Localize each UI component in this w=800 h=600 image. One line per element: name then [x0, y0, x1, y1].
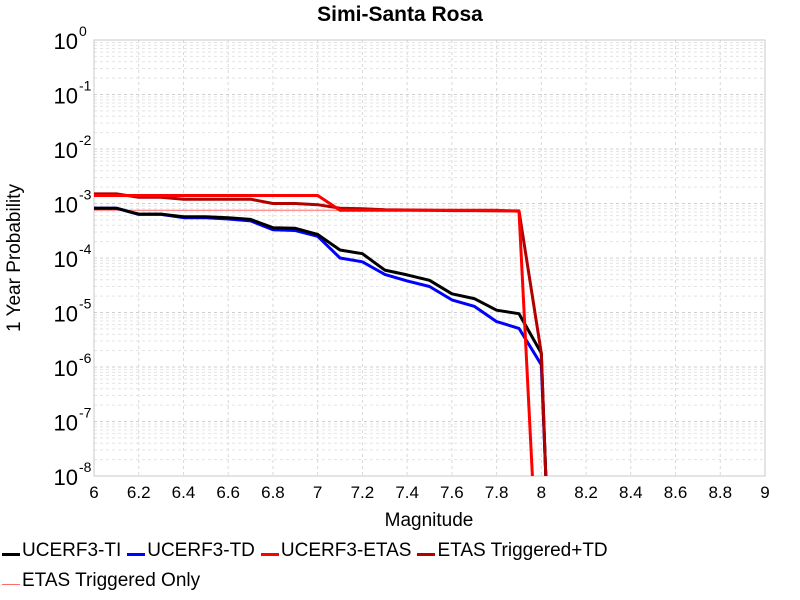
- y-tick-label: 10 -2: [54, 132, 92, 163]
- legend-swatch: [2, 552, 20, 556]
- y-tick-exponent: -2: [79, 132, 92, 148]
- chart-title: Simi-Santa Rosa: [317, 3, 483, 26]
- y-axis-label: 1 Year Probability: [4, 184, 25, 332]
- plot-area-border: [93, 39, 766, 477]
- series-line-ucerf3-td: [94, 206, 548, 477]
- x-tick-label: 6.8: [261, 483, 285, 502]
- x-tick-label: 7.4: [395, 483, 419, 502]
- y-tick-base: 10: [54, 411, 78, 436]
- x-axis-label: Magnitude: [385, 510, 474, 531]
- x-tick-label: 6.2: [127, 483, 151, 502]
- legend-swatch: [260, 552, 279, 556]
- y-tick-exponent: -5: [79, 296, 92, 312]
- y-tick-label: 10 -8: [54, 459, 92, 490]
- legend-label: UCERF3-TD: [147, 540, 255, 561]
- x-tick-label: 8.4: [619, 483, 643, 502]
- x-tick-label: 7.2: [351, 483, 375, 502]
- y-tick-label: 10 -7: [54, 405, 92, 436]
- legend-label: ETAS Triggered Only: [22, 570, 201, 591]
- legend-label: ETAS Triggered+TD: [437, 540, 608, 561]
- y-tick-base: 10: [54, 84, 78, 109]
- x-tick-label: 7.8: [485, 483, 509, 502]
- x-tick-label: 8.6: [664, 483, 688, 502]
- y-tick-label: 10 -1: [54, 78, 92, 109]
- y-tick-label: 10 -3: [54, 187, 92, 218]
- y-tick-base: 10: [54, 465, 78, 490]
- legend-item: UCERF3-TI: [0, 540, 121, 562]
- x-tick-label: 9: [760, 483, 769, 502]
- legend-label: UCERF3-ETAS: [280, 540, 412, 561]
- series-line-ucerf3-ti: [94, 206, 548, 477]
- y-tick-exponent: -3: [79, 187, 92, 203]
- y-tick-base: 10: [54, 356, 78, 381]
- x-tick-label: 7: [313, 483, 322, 502]
- x-tick-label: 8: [537, 483, 546, 502]
- y-tick-exponent: -1: [79, 78, 92, 94]
- y-tick-label: 10 -5: [54, 296, 92, 327]
- series-line-ucerf3-etas: [94, 194, 534, 477]
- y-tick-label: 10 -6: [54, 350, 92, 381]
- legend-swatch: [2, 583, 20, 585]
- y-tick-exponent: -8: [79, 459, 92, 475]
- legend-row: ETAS Triggered Only: [0, 566, 800, 596]
- legend-item: ETAS Triggered Only: [0, 570, 200, 592]
- x-tick-label: 8.8: [708, 483, 732, 502]
- y-tick-exponent: 0: [79, 23, 87, 39]
- y-tick-base: 10: [54, 193, 78, 218]
- x-tick-label: 6.4: [172, 483, 196, 502]
- legend-item: UCERF3-ETAS: [259, 540, 412, 562]
- x-axis-ticks: 6 6.2 6.4 6.6 6.8 7 7.2 7.4 7.6 7.8 8 8.2 8.4 8.6 8.8 9: [89, 483, 769, 502]
- y-tick-exponent: -7: [79, 405, 92, 421]
- chart: Simi-Santa Rosa 6 6.2 6.4 6.6 6.8 7 7.2 7.4 7.6 7…: [4, 3, 770, 531]
- legend-item: UCERF3-TD: [125, 540, 255, 562]
- legend-item: ETAS Triggered+TD: [415, 540, 608, 562]
- y-tick-label: 10 0: [54, 23, 87, 54]
- series-layer: [94, 192, 548, 477]
- y-tick-base: 10: [54, 302, 78, 327]
- y-tick-exponent: -4: [79, 241, 92, 257]
- y-tick-label: 10 -4: [54, 241, 92, 272]
- x-tick-label: 6: [89, 483, 98, 502]
- legend-row: UCERF3-TI UCERF3-TD UCERF3-ETAS ETAS Trigge…: [0, 536, 800, 566]
- x-tick-label: 6.6: [216, 483, 240, 502]
- legend-label: UCERF3-TI: [22, 540, 122, 561]
- x-tick-label: 8.2: [574, 483, 598, 502]
- x-tick-label: 7.6: [440, 483, 464, 502]
- y-tick-exponent: -6: [79, 350, 92, 366]
- legend-swatch: [417, 552, 436, 556]
- legend-swatch: [127, 552, 146, 556]
- y-tick-base: 10: [54, 247, 78, 272]
- legend: UCERF3-TI UCERF3-TD UCERF3-ETAS ETAS Trigge…: [0, 536, 800, 596]
- y-tick-base: 10: [54, 138, 78, 163]
- y-tick-base: 10: [54, 29, 78, 54]
- grid: [93, 40, 766, 477]
